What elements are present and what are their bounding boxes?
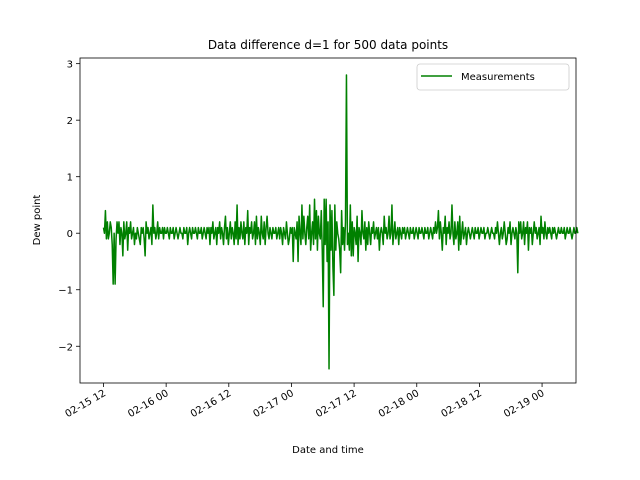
y-axis: −2 −1 0 1 2 3 — [58, 60, 80, 353]
x-axis-title: Date and time — [292, 445, 364, 456]
chart-title: Data difference d=1 for 500 data points — [208, 38, 448, 52]
legend: Measurements — [416, 63, 570, 91]
y-tick-label: 0 — [67, 229, 73, 240]
y-tick-label: 1 — [67, 173, 73, 184]
y-axis-title: Dew point — [32, 195, 43, 246]
y-tick-label: 3 — [67, 60, 73, 71]
plot-area — [102, 74, 579, 370]
series-line-measurements — [102, 74, 579, 370]
y-tick-label: −2 — [58, 342, 73, 353]
y-tick-label: −1 — [58, 286, 73, 297]
legend-label-measurements: Measurements — [461, 72, 535, 83]
axes-frame — [79, 57, 577, 384]
legend-box — [416, 63, 570, 91]
y-tick-label: 2 — [67, 116, 73, 127]
